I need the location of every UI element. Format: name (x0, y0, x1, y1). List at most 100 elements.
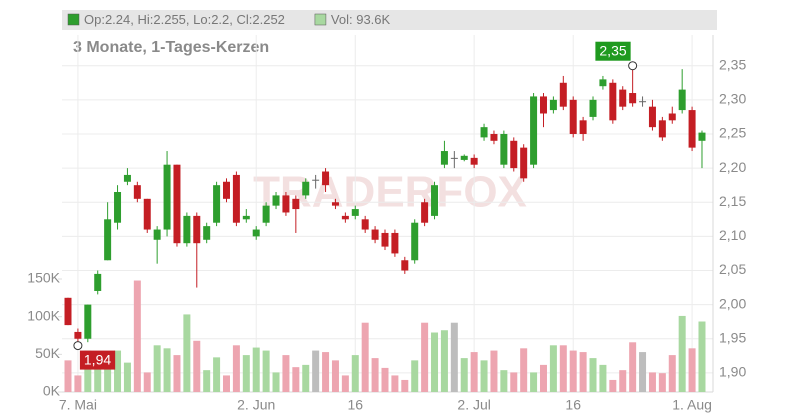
candle-body (480, 127, 488, 138)
candle-body (440, 151, 448, 165)
volume-bar (193, 340, 201, 392)
volume-bar (173, 355, 181, 392)
volume-bar (440, 330, 448, 392)
y-tick-label: 2,00 (719, 295, 746, 311)
volume-bar (262, 350, 270, 392)
candle-body (114, 191, 122, 223)
legend-label: Vol: 93.6K (331, 12, 391, 27)
volume-bar (351, 355, 359, 392)
volume-bar (361, 322, 369, 392)
volume-bar (222, 375, 230, 392)
candle-body (559, 82, 567, 107)
volume-bar (450, 322, 458, 392)
legend-label: Op:2.24, Hi:2.255, Lo:2.2, Cl:2.252 (84, 12, 285, 27)
volume-bar (599, 364, 607, 392)
y-tick-label: 2,25 (719, 125, 746, 141)
volume-bar (94, 363, 102, 392)
candle-body (609, 82, 617, 121)
volume-bar (104, 355, 112, 392)
candle-body (381, 232, 389, 247)
candle-body (629, 93, 637, 104)
volume-bar (133, 280, 141, 392)
volume-bar (510, 372, 518, 392)
legend-swatch (314, 13, 327, 26)
x-tick-label: 16 (565, 397, 581, 413)
candle-body (292, 198, 300, 210)
x-tick-label: 7. Mai (59, 397, 97, 413)
annotation-box (595, 41, 631, 61)
volume-bar (213, 357, 221, 392)
candle-body (510, 140, 518, 169)
candle-body (569, 99, 577, 134)
candle-body (678, 89, 686, 111)
volume-bar (589, 358, 597, 392)
candle-body (203, 226, 211, 240)
volume-bar (312, 350, 320, 392)
candle-body (589, 99, 597, 117)
volume-bar (302, 364, 310, 392)
volume-bar (421, 322, 429, 392)
volume-bar (639, 352, 647, 392)
candle-body (84, 304, 92, 339)
y2-tick-label: 150K (27, 270, 60, 286)
candle-body (183, 215, 191, 244)
volume-bar (203, 370, 211, 392)
volume-bar (629, 342, 637, 392)
volume-bar (153, 345, 161, 392)
volume-bar (609, 379, 617, 392)
volume-bar (559, 345, 567, 392)
candle-body (104, 219, 112, 261)
candle-body (173, 164, 181, 244)
candle-body (450, 157, 458, 159)
volume-bar (381, 367, 389, 392)
candle-body (520, 147, 528, 179)
volume-bar (114, 350, 122, 392)
volume-bar (539, 364, 547, 392)
volume-bar (84, 350, 92, 392)
volume-bar (322, 352, 330, 392)
candle-body (530, 96, 538, 165)
volume-bar (530, 372, 538, 392)
candle-body (133, 185, 141, 199)
candle-body (411, 222, 419, 261)
volume-bar (688, 348, 696, 392)
annotation-label: 1,94 (84, 351, 111, 367)
annotation-marker (628, 61, 638, 71)
volume-bar (232, 345, 240, 392)
subtitle: 3 Monate, 1-Tages-Kerzen (73, 39, 269, 56)
volume-bar (520, 348, 528, 392)
candle-body (668, 113, 676, 121)
candle-body (401, 260, 409, 271)
volume-bar (668, 355, 676, 392)
candle-body (421, 202, 429, 223)
candle-body (153, 229, 161, 240)
annotation: 2,35 (595, 41, 631, 61)
candle-body (579, 120, 587, 134)
volume-bar (341, 375, 349, 392)
candle-body (232, 174, 240, 223)
candle-body (599, 79, 607, 87)
volume-bar (64, 360, 72, 392)
legend-swatch (67, 13, 80, 26)
annotation-marker (73, 341, 83, 351)
volume-bar (678, 315, 686, 392)
candle-body (500, 133, 508, 165)
volume-bar (500, 370, 508, 392)
volume-bar (183, 314, 191, 392)
candle-body (470, 157, 478, 165)
candle-body (163, 164, 171, 230)
annotation-label: 2,35 (599, 42, 626, 58)
volume-bar (569, 350, 577, 392)
volume-bar (490, 350, 498, 392)
y2-tick-label: 0K (43, 383, 61, 399)
volume-bar (143, 372, 151, 392)
candle-body (322, 171, 330, 186)
x-tick-label: 1. Aug (672, 397, 712, 413)
candle-body (242, 215, 250, 220)
y-tick-label: 2,30 (719, 91, 746, 107)
candle-body (143, 198, 151, 230)
volume-bar (163, 348, 171, 392)
volume-bar (242, 355, 250, 392)
x-tick-label: 16 (347, 397, 363, 413)
